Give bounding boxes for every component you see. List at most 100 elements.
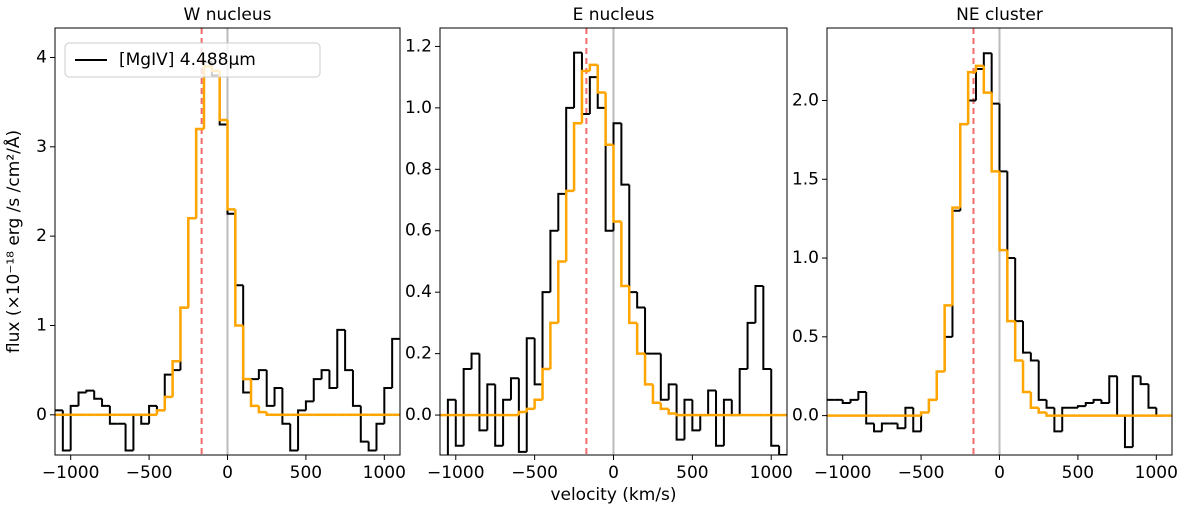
step-segment: [328, 370, 338, 390]
step-segment: [242, 285, 252, 394]
legend-box: [64, 42, 321, 78]
step-segment: [604, 92, 614, 146]
step-segment: [187, 217, 197, 308]
step-segment: [517, 378, 527, 453]
x-tick-label: −1000: [427, 463, 485, 483]
step-segment: [140, 414, 150, 425]
step-segment: [667, 408, 677, 415]
plot-area: [440, 28, 787, 455]
y-tick-label: 1: [36, 315, 47, 335]
step-segment: [935, 370, 945, 400]
step-segment: [124, 423, 134, 452]
step-segment: [612, 144, 622, 223]
step-segment: [132, 413, 142, 451]
step-segment: [265, 412, 275, 417]
y-tick-label: 3: [36, 137, 47, 157]
step-segment: [502, 398, 511, 446]
step-segment: [101, 398, 110, 407]
step-segment: [675, 384, 685, 441]
step-segment: [1053, 407, 1063, 433]
x-tick-label: 500: [676, 463, 708, 483]
step-segment: [1022, 321, 1031, 354]
step-segment: [707, 389, 717, 416]
step-segment: [857, 390, 867, 400]
step-segment: [998, 103, 1008, 173]
step-segment: [391, 337, 400, 389]
step-segment: [1013, 321, 1024, 362]
step-segment: [675, 413, 685, 417]
step-segment: [628, 286, 638, 325]
step-segment: [533, 398, 543, 409]
step-segment: [683, 398, 693, 440]
x-tick-label: −500: [898, 463, 945, 483]
step-segment: [572, 121, 582, 191]
step-segment: [746, 321, 756, 369]
step-segment: [517, 410, 527, 416]
step-segment: [730, 399, 740, 417]
x-tick-label: 1000: [1135, 463, 1178, 483]
x-tick-label: 0: [994, 463, 1005, 483]
step-segment: [462, 367, 472, 446]
step-segment: [904, 406, 914, 429]
step-segment: [336, 328, 346, 389]
step-segment: [155, 409, 165, 415]
step-segment: [635, 322, 646, 355]
panel-title: W nucleus: [184, 5, 272, 25]
step-segment: [281, 388, 291, 425]
step-segment: [1021, 360, 1031, 394]
step-segment: [1045, 412, 1055, 417]
x-tick-label: 1000: [363, 463, 406, 483]
step-segment: [359, 405, 369, 443]
x-tick-label: −500: [511, 463, 558, 483]
step-segment: [194, 127, 204, 219]
step-segment: [754, 285, 764, 323]
step-segment: [643, 353, 653, 386]
step-segment: [1029, 352, 1039, 362]
x-tick-label: −1000: [42, 463, 100, 483]
step-segment: [273, 387, 283, 406]
step-segment: [320, 369, 330, 380]
panel-title: NE cluster: [956, 5, 1043, 25]
step-segment: [218, 70, 228, 122]
step-segment: [446, 398, 456, 455]
step-segment: [1139, 376, 1149, 386]
step-segment: [573, 51, 582, 108]
step-segment: [1006, 250, 1016, 323]
step-segment: [762, 286, 772, 370]
step-segment: [982, 52, 992, 69]
y-tick-label: 0.0: [405, 405, 432, 425]
step-segment: [249, 379, 259, 408]
step-segment: [620, 221, 630, 288]
step-segment: [541, 367, 551, 400]
step-segment: [171, 359, 181, 397]
step-segment: [234, 209, 244, 327]
y-tick-label: 2.0: [792, 90, 819, 110]
step-segment: [588, 63, 598, 72]
step-segment: [85, 389, 95, 393]
y-tick-label: 0.8: [405, 159, 432, 179]
y-tick-label: 1.0: [405, 98, 432, 118]
step-segment: [628, 184, 638, 294]
step-segment: [998, 171, 1008, 252]
step-segment: [375, 422, 385, 451]
x-axis-label: velocity (km/s): [550, 485, 676, 505]
step-segment: [943, 304, 953, 372]
step-segment: [163, 395, 173, 411]
step-segment: [69, 404, 79, 451]
step-segment: [982, 65, 992, 94]
y-tick-label: 1.2: [405, 36, 432, 56]
plot-area: [827, 28, 1172, 455]
step-segment: [241, 325, 252, 381]
step-segment: [841, 399, 851, 405]
step-segment: [1092, 398, 1102, 404]
step-segment: [549, 229, 559, 293]
x-tick-label: −500: [126, 463, 173, 483]
step-segment: [959, 122, 969, 208]
step-segment: [525, 407, 535, 412]
step-segment: [1029, 391, 1039, 409]
step-segment: [1037, 360, 1047, 401]
step-segment: [580, 69, 590, 124]
step-segment: [1045, 399, 1055, 409]
step-segment: [383, 387, 393, 424]
